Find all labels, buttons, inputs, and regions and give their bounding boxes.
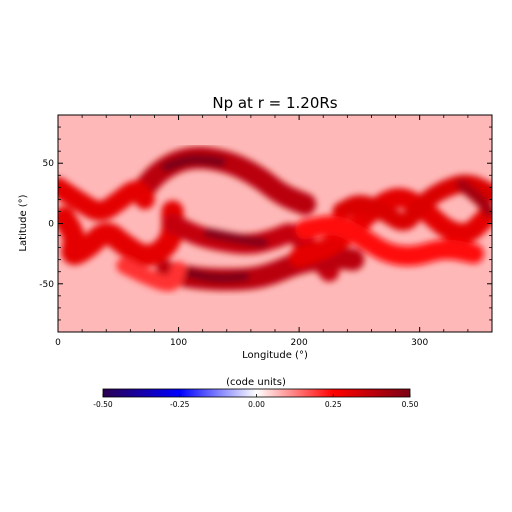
heatmap-feature-lower-left-lobe [116, 257, 187, 292]
heatmap-features [58, 146, 492, 292]
plot-area: 0 100 200 300 -50 0 50 [39, 114, 493, 348]
colorbar-tick-label: -0.25 [170, 400, 190, 409]
heatmap-feature-right-loop [332, 174, 492, 231]
colorbar-ticks: -0.50 -0.25 0.00 0.25 0.50 [93, 394, 419, 409]
y-axis-ticks: -50 0 50 [39, 126, 492, 321]
x-axis-label: Longitude (°) [242, 350, 308, 361]
y-tick-label: 50 [43, 159, 55, 169]
x-tick-label: 200 [291, 338, 308, 348]
y-tick-label: 0 [48, 220, 54, 230]
heatmap-feature-lower-band-core [180, 267, 250, 283]
colorbar-label: (code units) [226, 377, 286, 388]
heatmap-feature-left-arc [58, 177, 155, 221]
colorbar-tick-label: 0.50 [402, 400, 419, 409]
plot-background [58, 115, 492, 332]
y-axis-label: Latitude (°) [18, 194, 29, 251]
heatmap-feature-right-edge [455, 178, 492, 218]
colorbar-tick-label: -0.50 [93, 400, 113, 409]
heatmap-feature-equator-band [295, 215, 484, 266]
y-tick-label: -50 [39, 280, 54, 290]
heatmap-feature-left-lobe [58, 200, 184, 267]
heatmap-feature-middle-core [203, 228, 268, 248]
x-tick-label: 0 [55, 338, 61, 348]
colorbar-tick-label: 0.25 [325, 400, 342, 409]
x-tick-label: 300 [411, 338, 428, 348]
heatmap-feature-right-wave [289, 187, 492, 268]
x-tick-label: 100 [170, 338, 187, 348]
heatmap-feature-upper-band-core [161, 154, 226, 172]
chart-title: Np at r = 1.20Rs [212, 94, 337, 112]
colorbar-tick-label: 0.00 [248, 400, 265, 409]
x-axis-ticks: 0 100 200 300 [55, 115, 469, 348]
colorbar: (code units) -0.50 -0.25 0.00 0.25 0.50 [93, 377, 418, 409]
